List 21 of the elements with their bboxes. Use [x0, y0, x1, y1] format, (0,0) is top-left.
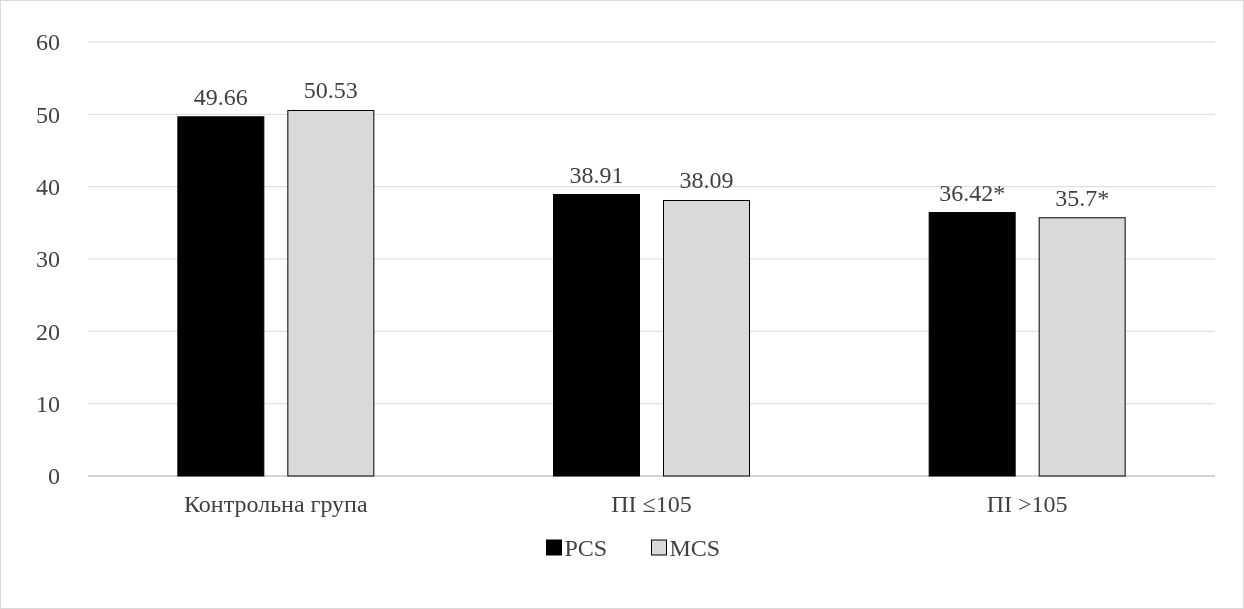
- legend-label: MCS: [669, 535, 721, 562]
- data-label: 38.09: [679, 167, 734, 194]
- y-tick-label: 50: [36, 101, 60, 128]
- data-label: 38.91: [569, 161, 624, 188]
- x-tick-label: ПІ >105: [986, 491, 1068, 517]
- x-tick-label: Контрольна група: [184, 491, 368, 517]
- data-label: 35.7*: [1055, 184, 1110, 211]
- y-tick-label: 10: [36, 391, 60, 418]
- data-label: 50.53: [303, 77, 358, 104]
- bar: [928, 212, 1016, 477]
- y-tick-label: 40: [36, 174, 60, 201]
- data-label: 36.42*: [939, 179, 1006, 206]
- y-tick-label: 30: [36, 246, 60, 273]
- legend-label: PCS: [564, 535, 608, 562]
- data-label: 49.66: [193, 83, 248, 110]
- y-tick-label: 60: [36, 29, 60, 56]
- x-tick-label: ПІ ≤105: [611, 491, 692, 517]
- y-tick-label: 0: [48, 463, 60, 490]
- y-tick-label: 20: [36, 318, 60, 345]
- bar: [553, 194, 640, 477]
- bar: [177, 116, 265, 477]
